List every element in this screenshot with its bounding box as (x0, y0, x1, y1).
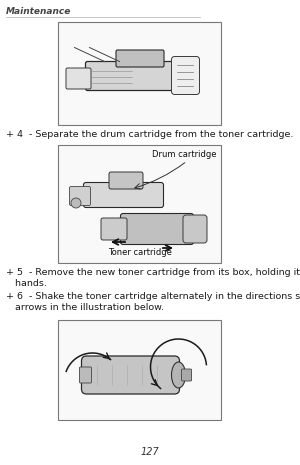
FancyBboxPatch shape (116, 50, 164, 67)
FancyBboxPatch shape (121, 213, 194, 245)
Bar (58, 22, 221, 125)
FancyBboxPatch shape (85, 61, 175, 91)
Bar (58, 145, 221, 263)
FancyBboxPatch shape (80, 367, 92, 383)
FancyBboxPatch shape (172, 57, 200, 94)
FancyBboxPatch shape (101, 218, 127, 240)
Text: + 6  - Shake the toner cartridge alternately in the directions shown by the: + 6 - Shake the toner cartridge alternat… (6, 292, 300, 301)
FancyBboxPatch shape (82, 356, 179, 394)
Bar (58, 320, 221, 420)
Text: Maintenance: Maintenance (6, 7, 71, 16)
FancyBboxPatch shape (70, 186, 91, 206)
Text: 127: 127 (141, 447, 159, 457)
FancyBboxPatch shape (182, 369, 191, 381)
FancyBboxPatch shape (83, 182, 164, 207)
FancyBboxPatch shape (109, 172, 143, 189)
Text: + 5  - Remove the new toner cartridge from its box, holding it firmly in both: + 5 - Remove the new toner cartridge fro… (6, 268, 300, 277)
Text: hands.: hands. (6, 279, 47, 288)
FancyBboxPatch shape (66, 68, 91, 89)
FancyBboxPatch shape (183, 215, 207, 243)
Ellipse shape (172, 362, 185, 388)
Text: Toner cartridge: Toner cartridge (108, 248, 171, 257)
Text: + 4  - Separate the drum cartridge from the toner cartridge.: + 4 - Separate the drum cartridge from t… (6, 130, 293, 139)
Text: arrows in the illustration below.: arrows in the illustration below. (6, 303, 164, 312)
Ellipse shape (71, 198, 81, 208)
Text: Drum cartridge: Drum cartridge (152, 150, 217, 159)
